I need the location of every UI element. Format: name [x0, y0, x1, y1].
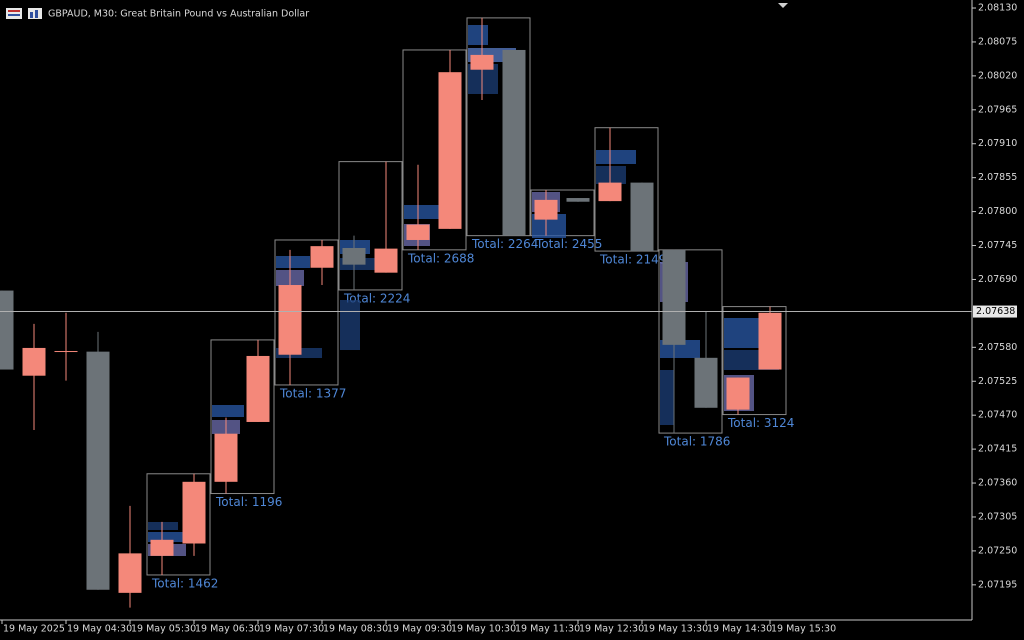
- volume-bar: [148, 532, 193, 542]
- profile-total: Total: 1196: [215, 495, 282, 509]
- profile-total: Total: 2264: [471, 237, 538, 251]
- volume-bar: [340, 300, 360, 350]
- volume-bar: [404, 205, 444, 219]
- candle-body: [246, 355, 270, 422]
- candle-body: [694, 357, 718, 408]
- y-tick-label: 2.07910: [978, 138, 1017, 149]
- candle-body: [278, 285, 302, 355]
- profile-box: [210, 339, 275, 495]
- y-tick-label: 2.07965: [978, 104, 1017, 115]
- x-tick-label: 19 May 09:30: [387, 624, 452, 635]
- x-tick-label: 19 May 14:30: [707, 624, 772, 635]
- candle-body: [406, 224, 430, 240]
- y-tick-label: 2.08130: [978, 3, 1017, 14]
- profile-total: Total: 2149: [599, 253, 666, 267]
- y-tick-label: 2.07525: [978, 376, 1017, 387]
- candle-body: [662, 249, 686, 345]
- candle-body: [374, 248, 398, 273]
- profile-box: [402, 49, 467, 251]
- candle-body: [182, 481, 206, 544]
- chart-title: GBPAUD, M30: Great Britain Pound vs Aust…: [48, 9, 309, 20]
- current-price-label: 2.07638: [976, 306, 1015, 317]
- profile-total: Total: 2688: [407, 251, 474, 265]
- profile-total: Total: 3124: [727, 416, 794, 430]
- profile-total: Total: 1377: [279, 386, 346, 400]
- candle-body: [150, 539, 174, 556]
- profile-total: Total: 1786: [663, 435, 730, 449]
- profile-box: [658, 249, 723, 434]
- y-tick-label: 2.07855: [978, 172, 1017, 183]
- volume-bar: [212, 405, 244, 417]
- candle-body: [758, 312, 782, 370]
- candle-body: [214, 433, 238, 482]
- profile-box: [338, 161, 403, 291]
- candle-body: [22, 347, 46, 376]
- x-tick-label: 19 May 2025: [3, 624, 65, 635]
- volume-bar: [276, 256, 310, 268]
- shift-marker: [778, 3, 788, 8]
- candle-body: [630, 182, 654, 252]
- y-tick-label: 2.08075: [978, 36, 1017, 47]
- header-icons: [6, 3, 788, 19]
- volume-bar: [468, 25, 488, 45]
- profile-box: [594, 127, 659, 252]
- profile-box: [722, 306, 787, 416]
- candle-body: [342, 248, 366, 265]
- volume-bar: [596, 166, 626, 184]
- y-tick-label: 2.07250: [978, 545, 1017, 556]
- y-tick-label: 2.07470: [978, 410, 1017, 421]
- candle-body: [502, 49, 526, 236]
- candle-body: [0, 290, 14, 370]
- profile-total: Total: 1462: [151, 576, 218, 590]
- x-tick-label: 19 May 06:30: [195, 624, 260, 635]
- x-tick-label: 19 May 15:30: [771, 624, 836, 635]
- flag-icon: [6, 8, 22, 19]
- volume-bar: [148, 522, 178, 530]
- candle-body: [54, 351, 78, 353]
- y-tick-label: 2.07415: [978, 444, 1017, 455]
- y-tick-label: 2.07690: [978, 274, 1017, 285]
- profile-box: [274, 239, 339, 386]
- x-tick-label: 19 May 05:30: [131, 624, 196, 635]
- candle-body: [438, 72, 462, 229]
- y-tick-label: 2.07580: [978, 342, 1017, 353]
- x-tick-label: 19 May 08:30: [323, 624, 388, 635]
- volume-bar: [724, 318, 764, 348]
- x-tick-label: 19 May 11:30: [515, 624, 580, 635]
- y-tick-label: 2.07305: [978, 511, 1017, 522]
- candle-body: [118, 553, 142, 593]
- volume-bar: [596, 150, 636, 164]
- candle-body: [566, 198, 590, 202]
- current-price-tag: [973, 305, 1017, 318]
- profile-box: [466, 17, 531, 237]
- x-tick-label: 19 May 13:30: [643, 624, 708, 635]
- x-tick-label: 19 May 07:30: [259, 624, 324, 635]
- y-tick-label: 2.07360: [978, 478, 1017, 489]
- y-tick-label: 2.07745: [978, 240, 1017, 251]
- profile-total: Total: 2455: [535, 237, 602, 251]
- x-tick-label: 19 May 12:30: [579, 624, 644, 635]
- flag-stripe: [8, 14, 20, 16]
- x-tick-label: 19 May 10:30: [451, 624, 516, 635]
- candle-body: [726, 377, 750, 410]
- x-tick-label: 19 May 04:30: [67, 624, 132, 635]
- candle-body: [534, 199, 558, 220]
- flag-stripe: [8, 10, 20, 12]
- chart-icon-bar: [35, 10, 38, 18]
- chart-icon-bar: [30, 12, 33, 18]
- profile-box: [146, 473, 211, 576]
- candle-body: [470, 54, 494, 70]
- y-tick-label: 2.07195: [978, 579, 1017, 590]
- y-tick-label: 2.08020: [978, 70, 1017, 81]
- y-tick-label: 2.07800: [978, 206, 1017, 217]
- candle-body: [86, 351, 110, 590]
- candle-body: [598, 182, 622, 202]
- candle-body: [310, 246, 334, 268]
- volume-bar: [660, 370, 674, 425]
